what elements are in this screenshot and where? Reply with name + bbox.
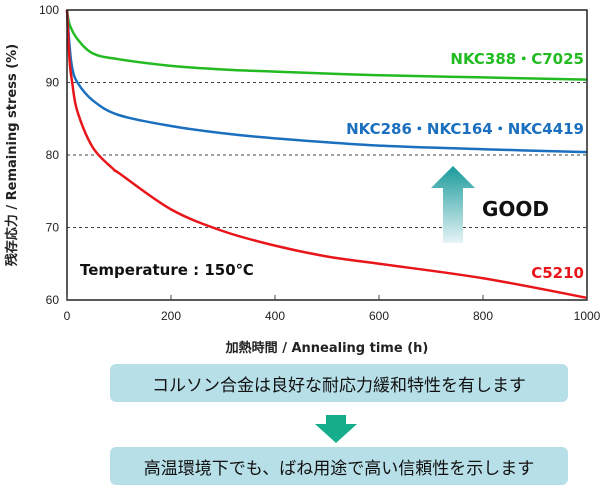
y-tick-label: 100 <box>39 3 59 17</box>
legend-label-green: NKC388・C7025 <box>450 50 584 68</box>
y-tick-label: 60 <box>46 293 60 307</box>
series-line-0 <box>65 9 588 81</box>
series-line-2 <box>65 9 588 300</box>
y-tick-label: 70 <box>46 221 60 235</box>
y-tick-label: 90 <box>46 76 60 90</box>
temperature-annotation: Temperature : 150℃ <box>80 261 254 279</box>
legend-label-red: C5210 <box>531 264 584 282</box>
x-tick-label: 1000 <box>574 309 601 323</box>
message-box-2: 高温環境下でも、ばね用途で高い信頼性を示します <box>110 447 568 485</box>
series-line-1 <box>65 9 588 154</box>
good-up-arrow-icon <box>431 166 475 243</box>
legend-label-blue: NKC286・NKC164・NKC4419 <box>346 120 584 138</box>
down-arrow-icon <box>315 415 357 443</box>
x-tick-label: 800 <box>473 309 493 323</box>
y-tick-label: 80 <box>46 148 60 162</box>
y-axis-label: 残存応力 / Remaining stress (%) <box>4 44 20 266</box>
plot-frame <box>66 9 588 301</box>
message-box-1: コルソン合金は良好な耐応力緩和特性を有します <box>110 364 568 402</box>
x-tick-label: 600 <box>369 309 389 323</box>
x-tick-label: 0 <box>64 309 71 323</box>
x-tick-label: 200 <box>161 309 181 323</box>
good-label: GOOD <box>482 197 549 221</box>
x-axis-label: 加熱時間 / Annealing time (h) <box>225 340 429 356</box>
x-tick-label: 400 <box>265 309 285 323</box>
